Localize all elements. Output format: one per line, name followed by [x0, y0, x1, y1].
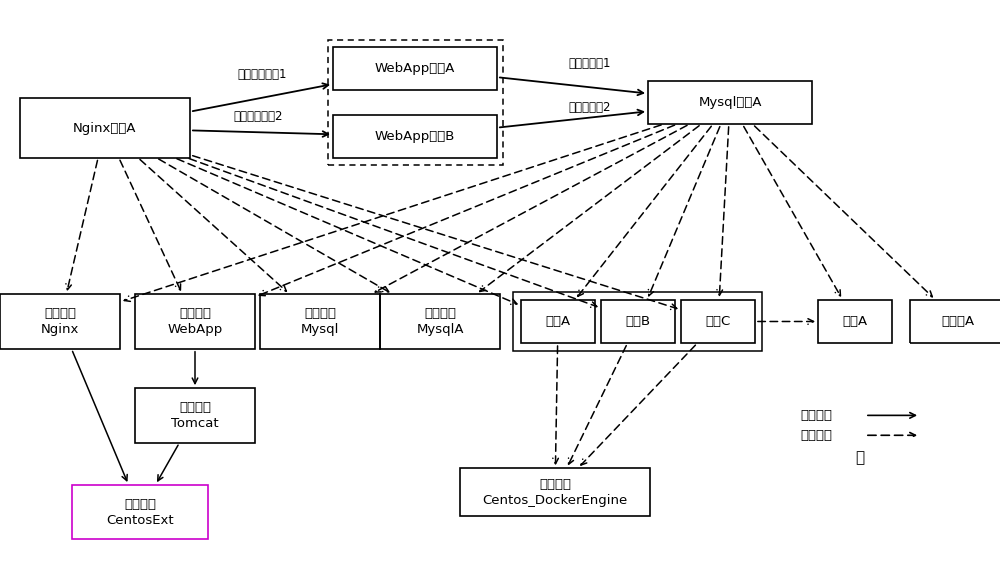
Bar — [333, 47, 497, 90]
Bar — [260, 294, 380, 349]
Bar — [135, 388, 255, 443]
Text: 容器镜像
CentosExt: 容器镜像 CentosExt — [106, 498, 174, 526]
Text: 后端代理连捥2: 后端代理连捥2 — [233, 110, 283, 123]
Text: ：: ： — [855, 451, 865, 465]
Text: 虚机镜像
Centos_DockerEngine: 虚机镜像 Centos_DockerEngine — [482, 478, 628, 506]
Text: WebApp容器A: WebApp容器A — [375, 62, 455, 75]
Text: 数据卷A: 数据卷A — [941, 315, 975, 328]
Bar — [513, 292, 762, 351]
Bar — [135, 294, 255, 349]
Text: 网络A: 网络A — [842, 315, 868, 328]
Text: 容器镜像
WebApp: 容器镜像 WebApp — [167, 307, 223, 336]
Text: 虚机A: 虚机A — [545, 315, 571, 328]
Bar — [681, 300, 755, 343]
Text: 后端代理连捥1: 后端代理连捥1 — [237, 68, 287, 81]
Text: 虚机B: 虚机B — [625, 315, 651, 328]
Text: WebApp容器B: WebApp容器B — [375, 130, 455, 143]
Text: 容器镜像
Mysql: 容器镜像 Mysql — [301, 307, 339, 336]
Text: 连接关系: 连接关系 — [800, 409, 832, 422]
Text: 数据库连捥2: 数据库连捥2 — [569, 101, 611, 114]
Bar — [333, 115, 497, 158]
Bar — [521, 300, 595, 343]
Text: 依赖关系: 依赖关系 — [800, 429, 832, 442]
Text: 数据库连捥1: 数据库连捥1 — [569, 57, 611, 70]
Bar — [910, 300, 1000, 343]
Bar — [601, 300, 675, 343]
Text: Mysql容器A: Mysql容器A — [698, 96, 762, 109]
Bar — [380, 294, 500, 349]
Bar — [72, 485, 208, 539]
Bar — [328, 40, 503, 165]
Bar — [818, 300, 892, 343]
Bar — [20, 98, 190, 158]
Text: 虚机C: 虚机C — [705, 315, 731, 328]
Text: 容器镜像
Tomcat: 容器镜像 Tomcat — [171, 401, 219, 430]
Bar — [648, 81, 812, 124]
Text: Nginx容器A: Nginx容器A — [73, 122, 137, 134]
Bar — [460, 468, 650, 516]
Bar — [0, 294, 120, 349]
Text: 容器快照
MysqlA: 容器快照 MysqlA — [416, 307, 464, 336]
Text: 容器镜像
Nginx: 容器镜像 Nginx — [41, 307, 79, 336]
